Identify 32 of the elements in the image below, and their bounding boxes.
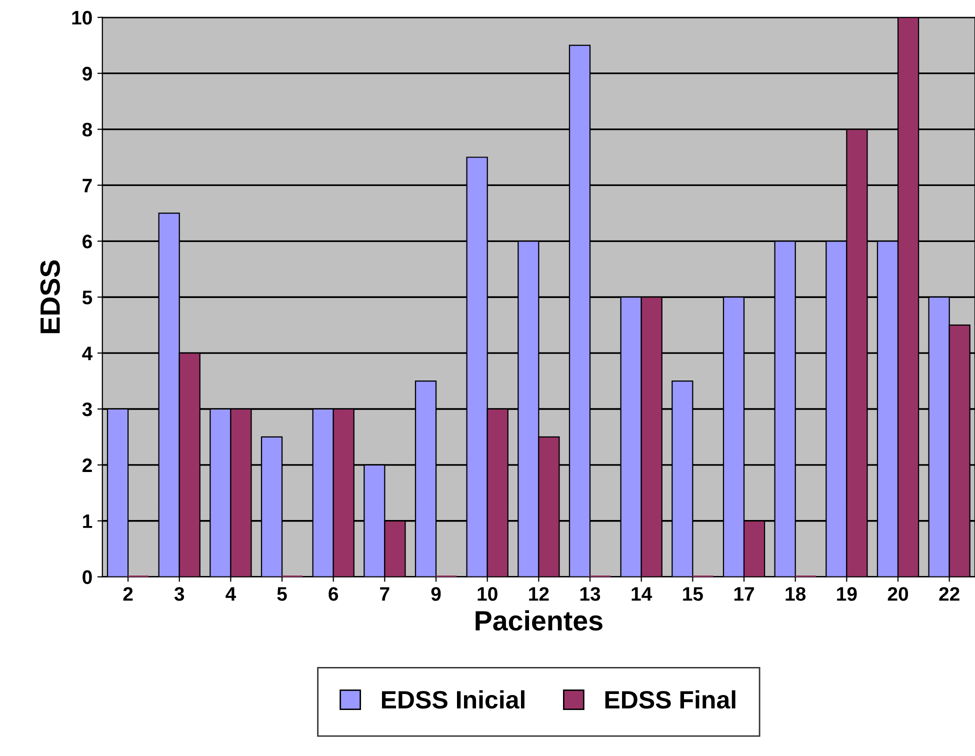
y-tick-label: 2 bbox=[82, 458, 92, 472]
x-tick-label: 12 bbox=[529, 587, 549, 601]
x-tick-label: 15 bbox=[683, 587, 703, 601]
x-tick-label: 18 bbox=[786, 587, 806, 601]
x-tick-label: 5 bbox=[277, 587, 287, 601]
legend-label: EDSS Inicial bbox=[382, 690, 524, 709]
x-tick-label: 3 bbox=[174, 587, 184, 601]
x-tick-label: 6 bbox=[328, 587, 338, 601]
x-tick-label: 7 bbox=[380, 587, 390, 601]
x-tick-label: 2 bbox=[123, 587, 133, 601]
x-tick-label: 10 bbox=[478, 587, 498, 601]
x-tick-label: 19 bbox=[837, 587, 857, 601]
x-tick-label: 14 bbox=[632, 587, 652, 601]
y-tick-label: 0 bbox=[82, 570, 92, 584]
y-tick-label: 8 bbox=[82, 122, 92, 137]
x-tick-label: 9 bbox=[431, 587, 441, 601]
x-axis-title: Pacientes bbox=[476, 610, 602, 631]
y-tick-label: 7 bbox=[82, 178, 92, 192]
y-axis-title: EDSS bbox=[40, 260, 60, 334]
x-tick-label: 13 bbox=[580, 587, 600, 601]
x-tick-label: 22 bbox=[939, 587, 960, 601]
y-tick-label: 6 bbox=[82, 234, 92, 248]
y-tick-label: 9 bbox=[82, 66, 92, 81]
y-tick-label: 1 bbox=[83, 514, 92, 528]
x-tick-label: 4 bbox=[226, 587, 236, 601]
y-tick-label: 5 bbox=[82, 290, 92, 304]
x-tick-label: 17 bbox=[734, 587, 754, 601]
legend-label: EDSS Final bbox=[605, 690, 736, 709]
y-tick-label: 10 bbox=[72, 10, 92, 25]
y-tick-label: 4 bbox=[82, 346, 93, 360]
y-tick-label: 3 bbox=[82, 402, 92, 416]
x-tick-label: 20 bbox=[888, 587, 908, 601]
